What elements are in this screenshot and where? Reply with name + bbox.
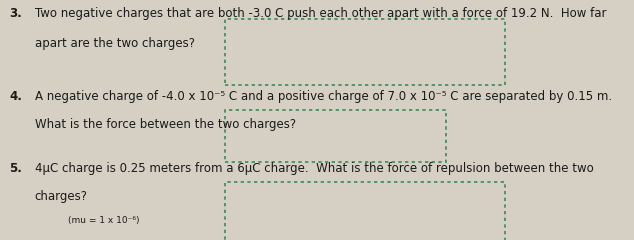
Bar <box>225 19 505 85</box>
Text: charges?: charges? <box>35 190 87 203</box>
Text: 3.: 3. <box>9 7 22 20</box>
Bar <box>225 109 446 162</box>
Text: apart are the two charges?: apart are the two charges? <box>35 37 195 50</box>
Bar <box>225 182 505 240</box>
Text: 5.: 5. <box>9 162 22 174</box>
Text: What is the force between the two charges?: What is the force between the two charge… <box>35 118 296 131</box>
Text: Two negative charges that are both -3.0 C push each other apart with a force of : Two negative charges that are both -3.0 … <box>35 7 606 20</box>
Text: 4μC charge is 0.25 meters from a 6μC charge.  What is the force of repulsion bet: 4μC charge is 0.25 meters from a 6μC cha… <box>35 162 593 174</box>
Text: 4.: 4. <box>9 90 22 102</box>
Text: (mu = 1 x 10⁻⁶): (mu = 1 x 10⁻⁶) <box>68 216 139 225</box>
Text: A negative charge of -4.0 x 10⁻⁵ C and a positive charge of 7.0 x 10⁻⁵ C are sep: A negative charge of -4.0 x 10⁻⁵ C and a… <box>35 90 612 102</box>
